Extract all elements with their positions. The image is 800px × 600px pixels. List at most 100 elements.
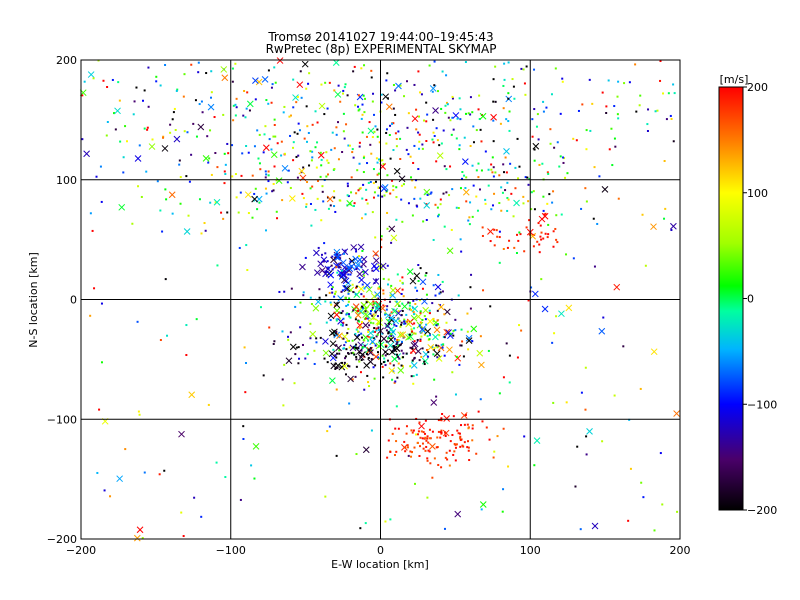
dot-marker <box>210 91 213 94</box>
dot-marker <box>548 193 551 196</box>
dot-marker <box>477 162 480 165</box>
cross-marker <box>246 100 254 108</box>
dot-marker <box>426 435 429 438</box>
dot-marker <box>341 310 344 313</box>
cross-marker <box>503 148 510 155</box>
dot-marker <box>246 269 249 272</box>
dot-marker <box>418 133 421 136</box>
dot-marker <box>137 185 140 188</box>
dot-marker <box>396 355 399 358</box>
dot-marker <box>484 202 487 205</box>
cross-marker <box>369 338 377 346</box>
cross-marker <box>673 410 680 417</box>
dot-marker <box>377 194 380 197</box>
dot-marker <box>437 215 440 218</box>
dot-marker <box>224 173 227 176</box>
dot-marker <box>372 366 375 369</box>
dot-marker <box>425 323 428 326</box>
dot-marker <box>490 163 493 166</box>
dot-marker <box>358 255 361 258</box>
dot-marker <box>491 204 494 207</box>
dot-marker <box>397 339 400 342</box>
dot-marker <box>407 153 410 156</box>
dot-marker <box>372 337 375 340</box>
dot-marker <box>214 152 217 155</box>
dot-marker <box>216 264 219 267</box>
dot-marker <box>344 373 347 376</box>
dot-marker <box>336 302 339 305</box>
dot-marker <box>581 103 584 106</box>
dot-marker <box>401 309 404 312</box>
dot-marker <box>334 290 337 293</box>
cross-marker <box>670 222 677 230</box>
dot-marker <box>165 198 168 201</box>
dot-marker <box>365 198 368 201</box>
dot-marker <box>360 293 363 296</box>
dot-marker <box>339 100 342 103</box>
dot-marker <box>423 360 426 363</box>
dot-marker <box>346 312 349 315</box>
dot-marker <box>395 138 398 141</box>
cross-marker <box>341 362 349 370</box>
dot-marker <box>281 199 284 202</box>
dot-marker <box>427 441 430 444</box>
dot-marker <box>338 266 341 269</box>
dot-marker <box>369 321 372 324</box>
dot-marker <box>360 305 363 308</box>
dot-marker <box>547 172 550 175</box>
dot-marker <box>361 131 364 134</box>
dot-marker <box>283 363 286 366</box>
cross-marker <box>317 260 325 268</box>
dot-marker <box>495 229 498 232</box>
dot-marker <box>394 89 397 92</box>
dot-marker <box>386 72 389 75</box>
dot-marker <box>423 328 426 331</box>
dot-marker <box>405 432 408 435</box>
dot-marker <box>476 209 479 212</box>
dot-marker <box>392 345 395 348</box>
dot-marker <box>106 86 109 89</box>
cross-marker <box>433 350 441 357</box>
dot-marker <box>235 97 238 100</box>
x-axis-title: E-W location [km] <box>331 558 429 571</box>
dot-marker <box>425 218 428 221</box>
dot-marker <box>166 334 169 337</box>
dot-marker <box>357 109 360 112</box>
dot-marker <box>508 354 511 357</box>
dot-marker <box>396 338 399 341</box>
dot-marker <box>371 336 374 339</box>
dot-marker <box>451 371 454 374</box>
dot-marker <box>345 313 348 316</box>
dot-marker <box>414 332 417 335</box>
dot-marker <box>270 86 273 89</box>
dot-marker <box>452 415 455 418</box>
dot-marker <box>461 171 464 174</box>
dot-marker <box>507 465 510 468</box>
dot-marker <box>369 336 372 339</box>
dot-marker <box>339 274 342 277</box>
dot-marker <box>364 213 367 216</box>
dot-marker <box>409 450 412 453</box>
dot-marker <box>341 289 344 292</box>
dot-marker <box>138 144 141 147</box>
cross-marker <box>262 144 270 152</box>
dot-marker <box>555 214 558 217</box>
dot-marker <box>372 300 375 303</box>
dot-marker <box>357 347 360 350</box>
dot-marker <box>343 361 346 364</box>
dot-marker <box>357 330 360 333</box>
dot-marker <box>472 141 475 144</box>
dot-marker <box>283 290 286 293</box>
dot-marker <box>466 312 469 315</box>
dot-marker <box>440 343 443 346</box>
dot-marker <box>363 274 366 277</box>
dot-marker <box>608 148 611 151</box>
dot-marker <box>351 148 354 151</box>
dot-marker <box>264 176 267 179</box>
dot-marker <box>391 179 394 182</box>
dot-marker <box>663 159 666 162</box>
dot-marker <box>395 186 398 189</box>
dot-marker <box>398 304 401 307</box>
dot-marker <box>443 354 446 357</box>
